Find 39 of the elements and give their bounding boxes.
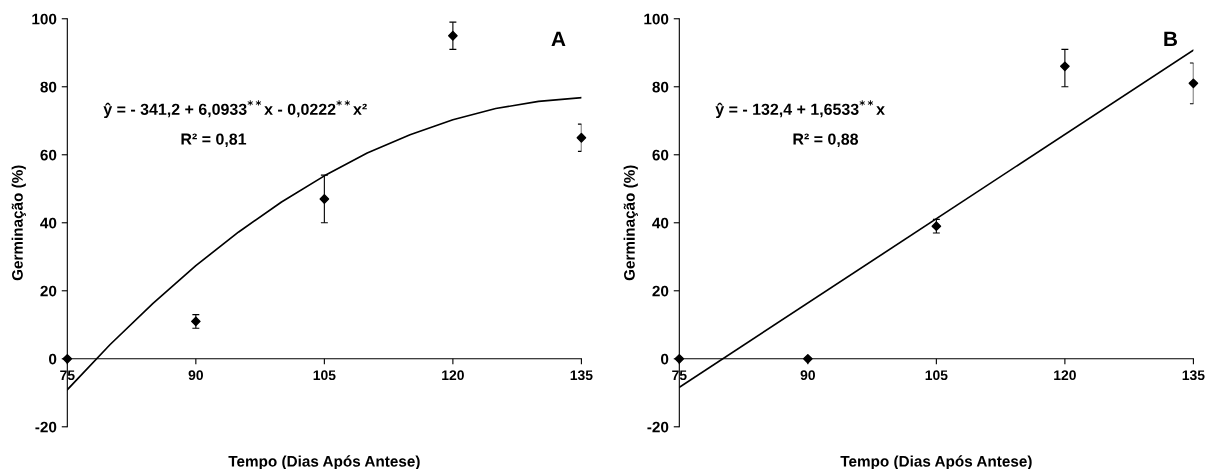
annotation: B — [1164, 31, 1178, 47]
point — [319, 194, 330, 204]
annotation: ŷ = - 132,4 + 1,6533$^{**}$x — [715, 100, 885, 119]
y-tick-label: 40 — [40, 217, 57, 229]
point — [1060, 61, 1070, 72]
y-tick-label: -20 — [647, 421, 669, 433]
x-tick-label: 135 — [570, 370, 593, 381]
y-tick-label: 80 — [40, 81, 57, 93]
y-tick-label: 80 — [652, 81, 669, 93]
x-tick-label: 135 — [1182, 370, 1205, 381]
y-tick-label: 20 — [652, 285, 669, 297]
annotation: R² = 0,81 — [181, 133, 247, 148]
y-tick-label: 60 — [652, 149, 669, 161]
y-tick-label: 0 — [49, 353, 57, 365]
y-tick-label: 40 — [652, 217, 669, 229]
y-tick-label: 20 — [40, 285, 57, 297]
x-tick-label: 90 — [188, 370, 203, 381]
y-tick-label: 100 — [32, 13, 57, 25]
y-tick-label: 100 — [644, 13, 669, 25]
point — [448, 30, 458, 41]
y-axis-title: Germinação (%) — [11, 165, 26, 281]
x-tick-label: 90 — [800, 370, 815, 381]
annotation: A — [551, 31, 566, 47]
x-tick-label: 120 — [1054, 370, 1076, 381]
y-tick-label: 0 — [661, 353, 669, 365]
y-axis-title: Germinação (%) — [623, 165, 638, 281]
point — [802, 353, 813, 364]
x-tick-label: 120 — [442, 370, 464, 381]
x-axis-title: Tempo (Dias Após Antese) — [228, 455, 420, 469]
x-tick-label: 105 — [313, 370, 336, 381]
annotation: R² = 0,88 — [793, 133, 859, 148]
point — [1188, 78, 1199, 89]
x-axis-title: Tempo (Dias Após Antese) — [840, 455, 1032, 469]
annotation: ŷ = - 341,2 + 6,0933$^{**}$x - 0,0222$^{**}$x² — [103, 100, 367, 119]
x-tick-label: 105 — [925, 370, 948, 381]
y-tick-label: 60 — [40, 149, 57, 161]
y-tick-label: -20 — [35, 421, 57, 433]
point — [931, 221, 942, 232]
point — [576, 132, 587, 143]
